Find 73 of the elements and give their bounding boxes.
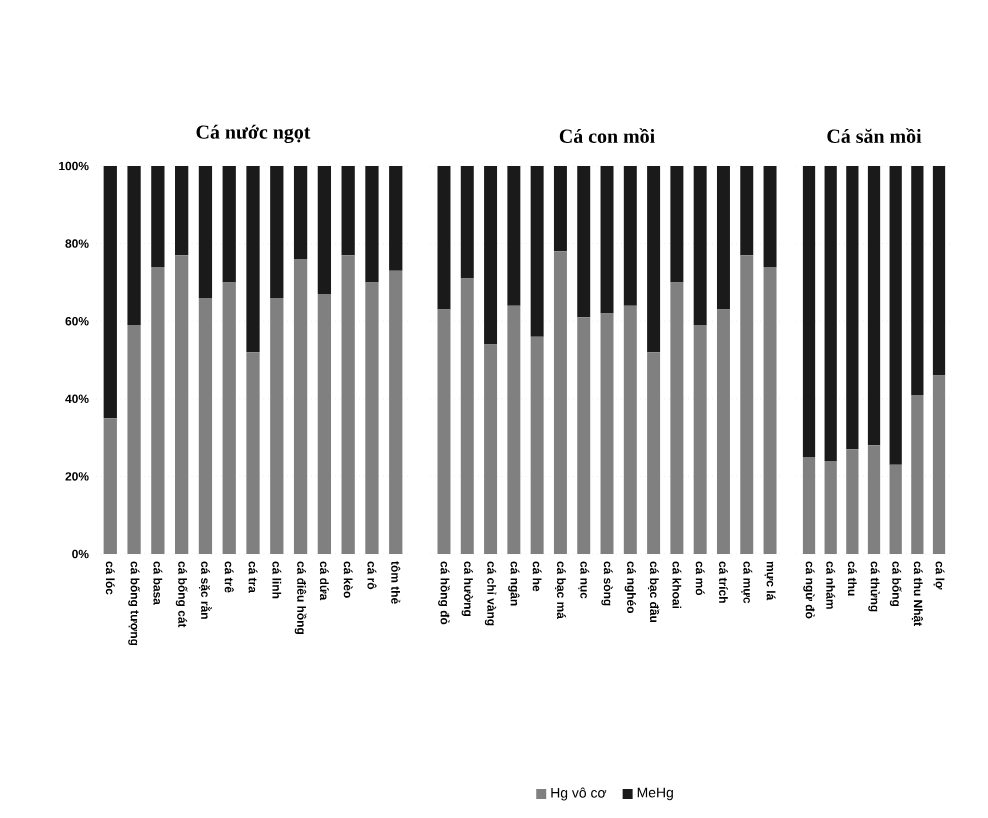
bar xyxy=(911,165,924,395)
bar xyxy=(693,166,707,326)
bar xyxy=(460,166,474,279)
bar xyxy=(293,166,308,260)
bar xyxy=(670,282,684,554)
bar xyxy=(151,166,165,267)
bar xyxy=(740,166,754,256)
bar xyxy=(127,325,141,554)
bar xyxy=(317,294,332,554)
bar xyxy=(577,166,591,318)
bar xyxy=(647,166,661,353)
bar xyxy=(846,449,859,554)
bar xyxy=(530,336,544,554)
bar xyxy=(600,166,614,314)
bar xyxy=(365,166,379,283)
bar xyxy=(763,266,777,554)
chart-title: Cá săn mồi xyxy=(827,128,922,143)
bar xyxy=(437,166,451,310)
bar xyxy=(647,352,661,554)
bar xyxy=(151,266,165,554)
bar xyxy=(270,166,284,298)
bar xyxy=(222,166,236,283)
bar xyxy=(740,255,754,554)
bar xyxy=(911,394,924,554)
bar xyxy=(507,305,521,554)
bar xyxy=(246,352,260,554)
bar xyxy=(889,464,902,554)
bar xyxy=(198,297,213,554)
bar xyxy=(103,418,117,554)
bar xyxy=(932,165,946,376)
bar xyxy=(198,166,213,298)
bar xyxy=(389,166,403,271)
bar xyxy=(600,313,614,554)
bar xyxy=(341,255,355,554)
bar xyxy=(484,344,498,554)
bar xyxy=(389,270,403,554)
bar xyxy=(103,166,117,419)
bar xyxy=(341,166,355,256)
bar xyxy=(293,259,308,554)
bar xyxy=(846,165,859,450)
bar xyxy=(365,282,379,554)
bar xyxy=(437,309,451,554)
bar xyxy=(553,251,567,554)
bar xyxy=(716,166,730,310)
bar xyxy=(530,166,544,337)
bar xyxy=(175,255,189,554)
bar xyxy=(507,166,521,306)
bar xyxy=(270,297,284,554)
bar xyxy=(670,166,684,283)
bar xyxy=(623,166,637,306)
bar xyxy=(693,325,707,554)
bar xyxy=(763,166,777,267)
bar xyxy=(460,278,474,554)
bar xyxy=(824,460,837,554)
chart-title: Cá con mồi xyxy=(559,128,655,143)
bar xyxy=(222,282,236,554)
bar xyxy=(802,457,816,554)
bar xyxy=(246,166,260,353)
bar xyxy=(867,165,881,446)
bar xyxy=(623,305,637,554)
bar xyxy=(824,165,837,461)
bar xyxy=(932,375,946,554)
bar xyxy=(889,165,902,465)
bar xyxy=(867,445,881,554)
chart-title: Cá nước ngọt xyxy=(196,124,311,144)
bar xyxy=(484,166,498,345)
bar xyxy=(175,166,189,256)
bar xyxy=(317,166,332,295)
bar xyxy=(553,166,567,252)
bar xyxy=(716,309,730,554)
bar xyxy=(802,165,816,457)
bar xyxy=(577,317,591,554)
bar xyxy=(127,166,141,326)
